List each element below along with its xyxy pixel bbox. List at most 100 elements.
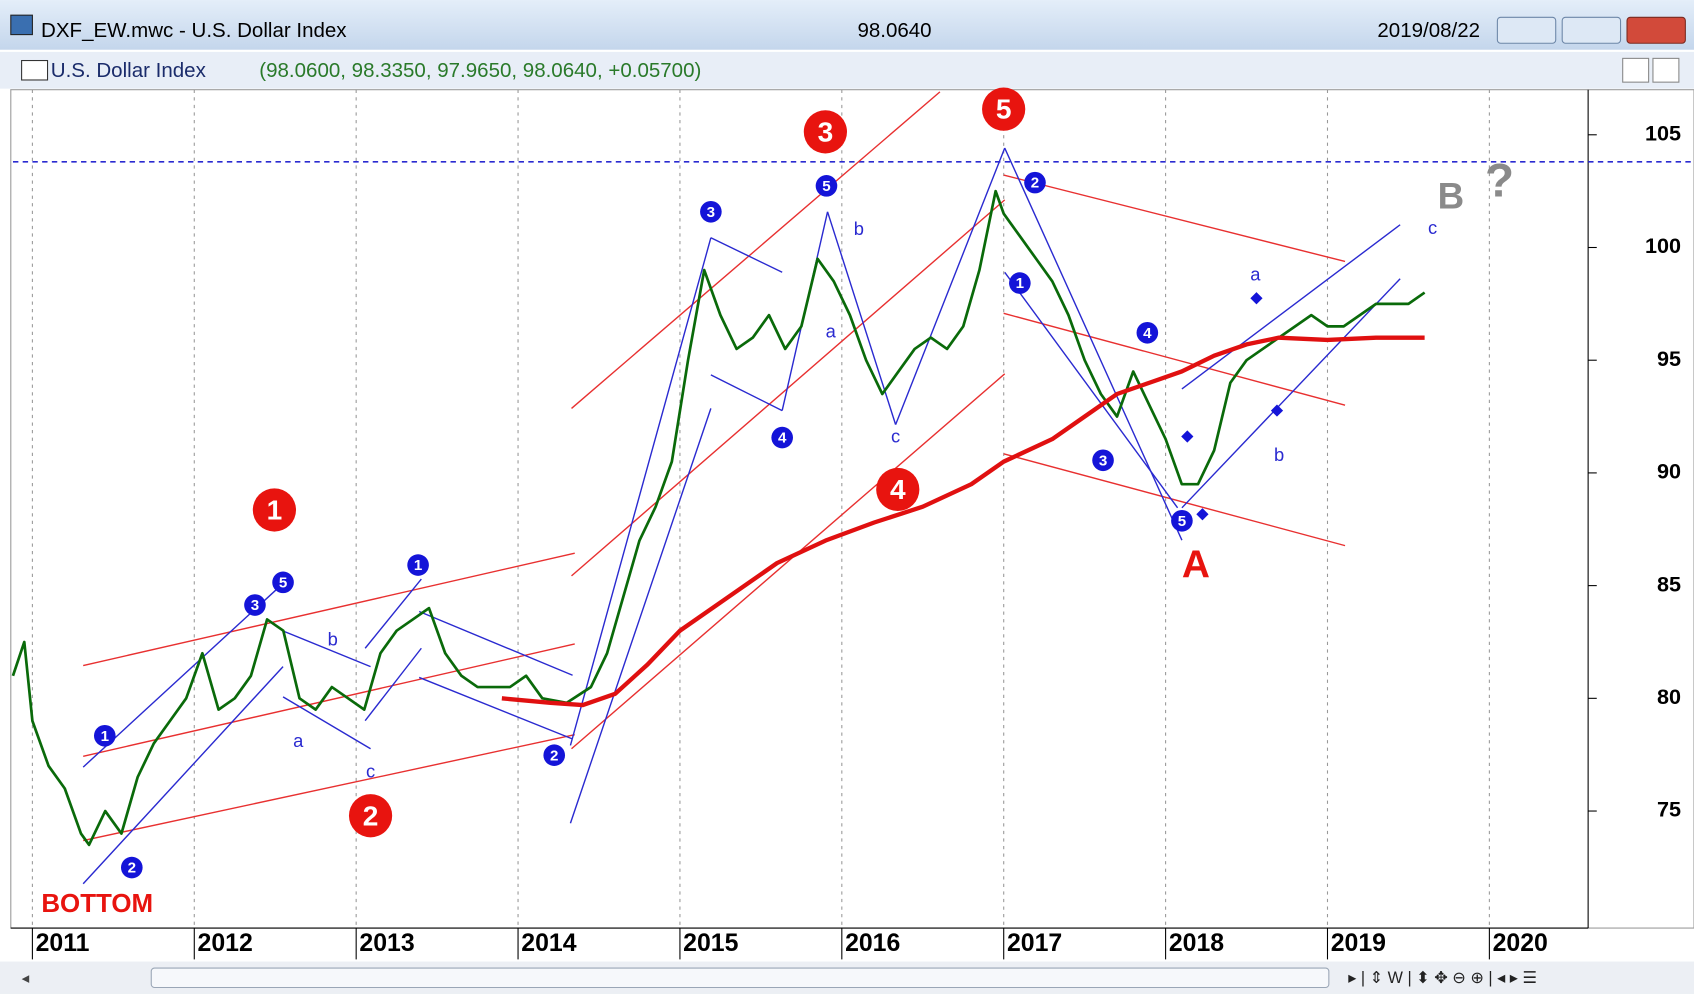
wave-marker [876, 467, 920, 512]
restore-pane[interactable] [1622, 57, 1650, 83]
trend-line [282, 630, 371, 668]
trend-line [1003, 174, 1346, 263]
minor-wave-marker [543, 744, 566, 767]
price-line [11, 189, 1426, 847]
y-tick-label: 90 [1657, 459, 1681, 484]
minor-wave-marker [93, 724, 116, 747]
sub-wave-label: b [854, 218, 864, 239]
minor-wave-label: 2 [1031, 175, 1039, 192]
y-tick-label: 85 [1657, 571, 1681, 596]
minor-wave-label: 1 [101, 728, 109, 745]
x-tick-label: 2014 [521, 930, 576, 957]
maximize-button[interactable] [1561, 16, 1622, 44]
sub-wave-label: a [826, 321, 837, 342]
wave-label: 4 [890, 474, 906, 505]
trend-line [1004, 271, 1179, 509]
wave-label: 3 [818, 116, 834, 147]
trend-line [83, 552, 575, 667]
wave-label: BOTTOM [41, 890, 153, 918]
trend-line [710, 374, 783, 412]
pivot-dot [1181, 430, 1194, 443]
minor-wave-label: 1 [1016, 275, 1024, 292]
minor-wave-marker [272, 571, 294, 594]
minor-wave-label: 1 [414, 557, 422, 574]
minor-wave-marker [815, 175, 838, 197]
trend-line [710, 237, 783, 273]
minor-wave-label: 2 [128, 860, 136, 877]
trend-line [894, 147, 1006, 425]
minor-wave-label: 5 [279, 574, 287, 591]
x-tick-label: 2020 [1493, 930, 1548, 957]
trend-line [82, 666, 284, 885]
sub-wave-label: a [293, 730, 304, 751]
trend-line [364, 647, 422, 722]
scroll-left[interactable]: ◂ [22, 970, 30, 987]
minor-wave-label: 3 [251, 597, 259, 614]
sub-wave-label: c [366, 760, 375, 781]
trend-line [83, 733, 575, 842]
close-pane[interactable] [1652, 57, 1680, 83]
scroll-thumb[interactable] [150, 967, 1330, 989]
trend-line [418, 610, 573, 676]
legend-ohlc: (98.0600, 98.3350, 97.9650, 98.0640, +0.… [259, 59, 701, 82]
window-date: 2019/08/22 [1377, 19, 1480, 42]
x-tick-label: 2019 [1331, 930, 1386, 957]
legend-bar [0, 51, 1694, 89]
pivot-dot [1196, 508, 1209, 521]
wave-label: B [1438, 176, 1465, 217]
minor-wave-marker [244, 594, 266, 616]
sub-wave-label: b [328, 629, 338, 650]
minor-wave-label: 3 [707, 204, 715, 221]
minimize-button[interactable] [1496, 16, 1557, 44]
close-button[interactable] [1626, 16, 1686, 44]
minor-wave-label: 5 [1178, 513, 1186, 530]
trend-line [1004, 147, 1183, 541]
minor-wave-label: 2 [550, 747, 558, 764]
sub-wave-label: c [891, 425, 900, 446]
trend-line [1181, 224, 1401, 390]
minor-wave-label: 3 [1099, 452, 1107, 469]
x-tick-label: 2015 [683, 930, 738, 957]
sub-wave-label: a [1250, 263, 1261, 284]
x-tick-label: 2012 [198, 930, 253, 957]
minor-wave-marker [121, 856, 143, 879]
wave-marker [252, 488, 297, 532]
wave-marker [982, 87, 1026, 131]
x-tick-label: 2013 [359, 930, 414, 957]
toolbar[interactable]: ▸ | ⇕ W | ⬍ ✥ ⊖ ⊕ | ◂ ▸ ☰ [1348, 969, 1537, 987]
trend-line [571, 91, 941, 409]
trend-line [1003, 312, 1346, 406]
minor-wave-marker [1171, 509, 1193, 532]
y-tick-label: 105 [1645, 120, 1681, 145]
minor-wave-label: 5 [822, 178, 830, 195]
x-tick-label: 2016 [845, 930, 900, 957]
sub-wave-label: c [1428, 217, 1437, 238]
wave-marker [348, 794, 393, 838]
x-tick-label: 2011 [36, 930, 90, 957]
wave-label: 1 [267, 495, 283, 526]
minor-wave-marker [1092, 449, 1114, 472]
window-title: DXF_EW.mwc - U.S. Dollar Index [41, 19, 347, 42]
y-tick-label: 100 [1645, 233, 1681, 258]
trend-line [569, 237, 712, 746]
minor-wave-label: 4 [778, 430, 787, 447]
trend-line [569, 408, 712, 824]
wave-label: ? [1485, 154, 1514, 207]
minor-wave-marker [1024, 171, 1046, 194]
wave-label: 5 [996, 94, 1012, 125]
trend-line [1181, 278, 1401, 509]
x-tick-label: 2017 [1007, 930, 1062, 957]
price-line [501, 335, 1425, 708]
trend-line [83, 643, 575, 757]
y-tick-label: 75 [1657, 797, 1681, 822]
wave-label: 2 [363, 800, 379, 831]
wave-label: A [1182, 543, 1210, 586]
title-bar [0, 0, 1694, 50]
trend-line [418, 676, 573, 740]
minor-wave-label: 4 [1143, 325, 1152, 342]
y-tick-label: 80 [1657, 684, 1681, 709]
trend-line [364, 578, 422, 649]
wave-marker [803, 110, 847, 154]
legend-icon [21, 59, 49, 81]
minor-wave-marker [771, 426, 793, 449]
